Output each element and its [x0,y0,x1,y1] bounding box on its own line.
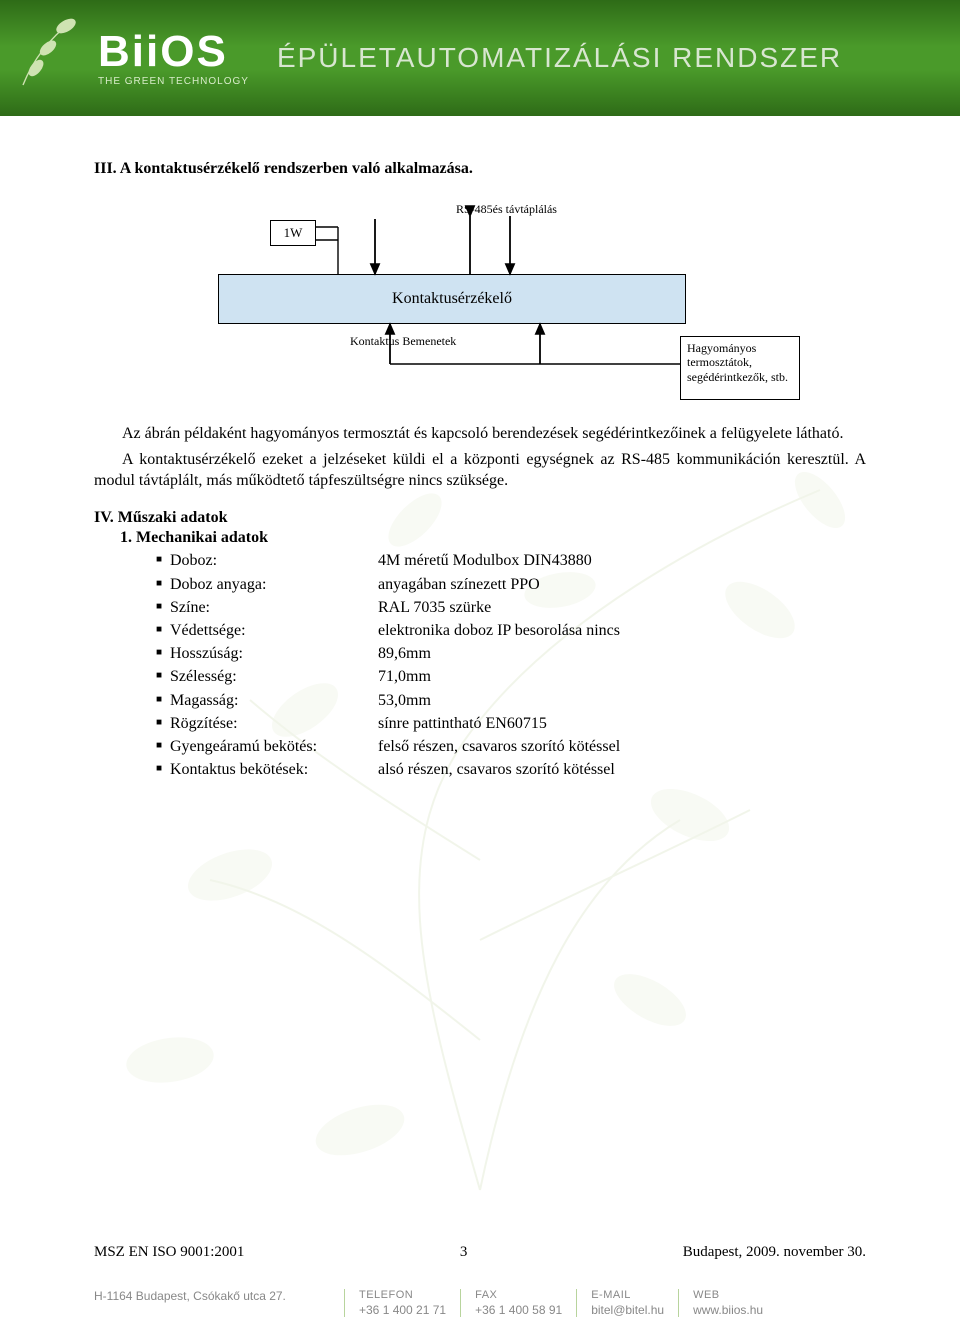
spec-label: Kontaktus bekötések: [170,758,378,781]
bullet-icon: ■ [156,619,170,638]
contact-sensor-diagram: RS-485és távtáplálás 1W Kontaktusérzékel… [160,196,800,406]
spec-label: Színe: [170,596,378,619]
spec-row: ■Doboz:4M méretű Modulbox DIN43880 [156,549,866,572]
page-header: BiiOS THE GREEN TECHNOLOGY ÉPÜLETAUTOMAT… [0,0,960,116]
section4-subtitle: 1. Mechanikai adatok [120,529,866,547]
bullet-icon: ■ [156,689,170,708]
spec-row: ■Doboz anyaga:anyagában színezett PPO [156,573,866,596]
footer-col-val: bitel@bitel.hu [591,1303,664,1317]
section3-para2: A kontaktusérzékelő ezeket a jelzéseket … [94,450,866,491]
footer-col: E-MAIL bitel@bitel.hu [576,1289,678,1317]
bullet-icon: ■ [156,735,170,754]
spec-value: 53,0mm [378,689,866,712]
section4-title: IV. Műszaki adatok [94,509,866,527]
footer-col: WEB www.biios.hu [678,1289,777,1317]
specs-list: ■Doboz:4M méretű Modulbox DIN43880■Doboz… [156,549,866,781]
logo-text: BiiOS [98,30,249,74]
spec-value: felső részen, csavaros szorító kötéssel [378,735,866,758]
spec-label: Magasság: [170,689,378,712]
spec-row: ■Színe:RAL 7035 szürke [156,596,866,619]
bullet-icon: ■ [156,596,170,615]
spec-label: Gyengeáramú bekötés: [170,735,378,758]
footer-col-hdr: WEB [693,1289,763,1301]
spec-value: RAL 7035 szürke [378,596,866,619]
spec-row: ■Szélesség:71,0mm [156,665,866,688]
bullet-icon: ■ [156,665,170,684]
spec-row: ■Rögzítése:sínre pattintható EN60715 [156,712,866,735]
spec-label: Védettsége: [170,619,378,642]
spec-row: ■Hosszúság:89,6mm [156,642,866,665]
spec-value: anyagában színezett PPO [378,573,866,596]
spec-row: ■Védettsége:elektronika doboz IP besorol… [156,619,866,642]
spec-value: 71,0mm [378,665,866,688]
spec-value: 4M méretű Modulbox DIN43880 [378,549,866,572]
spec-row: ■Kontaktus bekötések:alsó részen, csavar… [156,758,866,781]
footer-iso: MSZ EN ISO 9001:2001 [94,1244,244,1261]
footer-col-hdr: FAX [475,1289,562,1301]
bullet-icon: ■ [156,712,170,731]
footer-col-val: +36 1 400 58 91 [475,1303,562,1317]
spec-label: Szélesség: [170,665,378,688]
footer-col: FAX +36 1 400 58 91 [460,1289,576,1317]
bullet-icon: ■ [156,549,170,568]
spec-row: ■Gyengeáramú bekötés:felső részen, csava… [156,735,866,758]
footer-address: H-1164 Budapest, Csókakő utca 27. [94,1289,344,1303]
footer-date: Budapest, 2009. november 30. [683,1244,866,1261]
bullet-icon: ■ [156,642,170,661]
header-title: ÉPÜLETAUTOMATIZÁLÁSI RENDSZER [277,42,842,74]
bullet-icon: ■ [156,758,170,777]
footer-col-hdr: E-MAIL [591,1289,664,1301]
spec-label: Doboz anyaga: [170,573,378,596]
footer-col-val: www.biios.hu [693,1303,763,1317]
footer-col: TELEFON +36 1 400 21 71 [344,1289,460,1317]
spec-label: Doboz: [170,549,378,572]
footer-page-num: 3 [460,1244,468,1261]
bullet-icon: ■ [156,573,170,592]
spec-label: Rögzítése: [170,712,378,735]
spec-row: ■Magasság:53,0mm [156,689,866,712]
spec-label: Hosszúság: [170,642,378,665]
spec-value: 89,6mm [378,642,866,665]
section3-title: III. A kontaktusérzékelő rendszerben val… [94,160,866,178]
logo-tagline: THE GREEN TECHNOLOGY [98,76,249,87]
leaf-corner-icon [18,10,88,90]
footer-col-hdr: TELEFON [359,1289,446,1301]
page-footer: MSZ EN ISO 9001:2001 3 Budapest, 2009. n… [0,1244,960,1344]
page-body: III. A kontaktusérzékelő rendszerben val… [0,116,960,781]
spec-value: alsó részen, csavaros szorító kötéssel [378,758,866,781]
spec-value: elektronika doboz IP besorolása nincs [378,619,866,642]
spec-value: sínre pattintható EN60715 [378,712,866,735]
section3-para1: Az ábrán példaként hagyományos termosztá… [94,424,866,444]
diagram-arrows [160,196,800,406]
footer-col-val: +36 1 400 21 71 [359,1303,446,1317]
logo: BiiOS THE GREEN TECHNOLOGY [98,30,249,87]
